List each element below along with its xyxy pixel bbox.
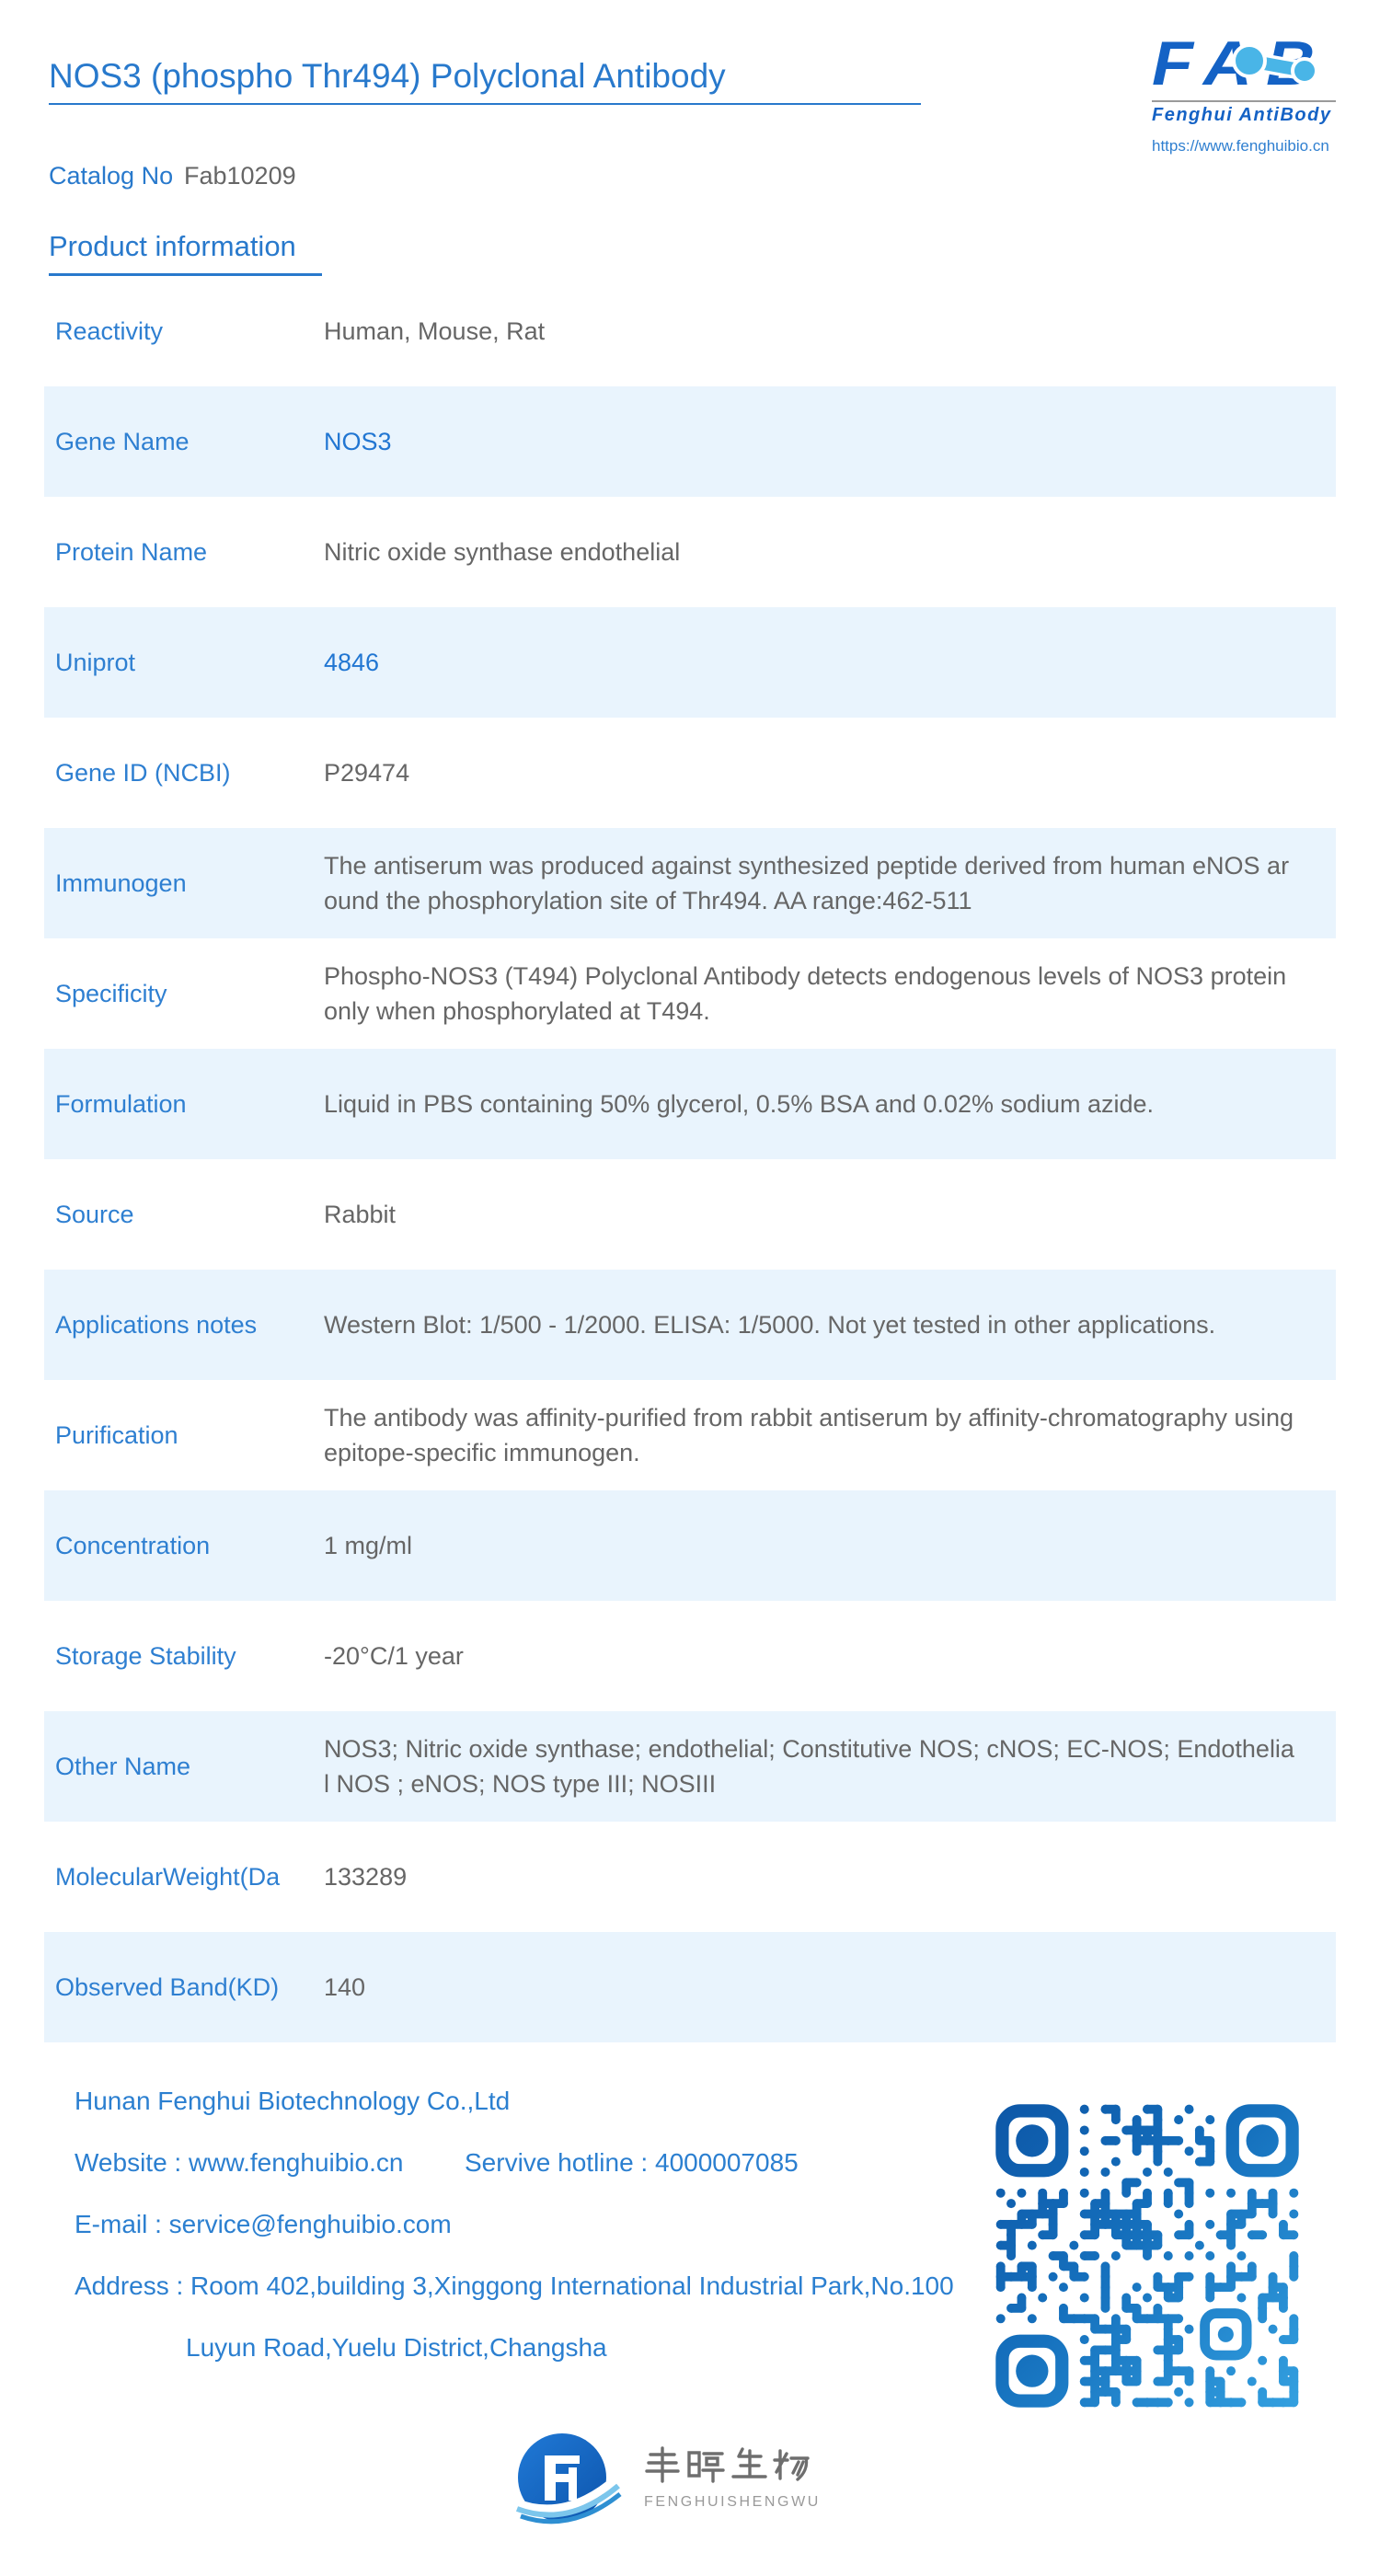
row-value: The antibody was affinity-purified from … [324, 1404, 1294, 1466]
molecule-icon [1232, 43, 1318, 85]
row-label: MolecularWeight(Da [55, 1862, 281, 1891]
row-value-link[interactable]: NOS3 [324, 428, 392, 455]
row-label: Storage Stability [55, 1641, 236, 1670]
row-value: P29474 [324, 759, 410, 787]
website-line: Website : www.fenghuibio.cn Servive hotl… [75, 2132, 995, 2193]
table-row: MolecularWeight(Da 133289 [44, 1822, 1336, 1932]
brand-subtitle: Fenghui AntiBody [1152, 105, 1332, 125]
table-row: Source Rabbit [44, 1159, 1336, 1270]
row-label: Gene ID (NCBI) [55, 758, 231, 787]
service-hotline: Servive hotline : 4000007085 [465, 2148, 799, 2177]
catalog-value: Fab10209 [184, 162, 296, 190]
address-line-1: Address : Room 402,building 3,Xinggong I… [75, 2271, 954, 2300]
product-table: Reactivity Human, Mouse, Rat Gene Name NOS3… [44, 276, 1336, 2042]
row-label: Formulation [55, 1089, 187, 1118]
row-label: Concentration [55, 1531, 211, 1559]
company-logo: FENGHUISHENGWU [515, 2431, 821, 2532]
row-label: Observed Band(KD) [55, 1972, 280, 2001]
row-value: 140 [324, 1973, 366, 2001]
row-value: NOS3; Nitric oxide synthase; endothelial… [324, 1735, 1294, 1798]
logo-cn-text [645, 2446, 810, 2483]
brand-divider [1152, 100, 1336, 102]
table-row: Gene ID (NCBI) P29474 [44, 718, 1336, 828]
brand-url-link[interactable]: https://www.fenghuibio.cn [1152, 137, 1329, 155]
catalog-label: Catalog No [49, 162, 174, 190]
table-row: Observed Band(KD) 140 [44, 1932, 1336, 2042]
row-label: Other Name [55, 1752, 191, 1780]
row-label: Protein Name [55, 537, 208, 566]
table-row: Formulation Liquid in PBS containing 50% … [44, 1049, 1336, 1159]
row-value: Human, Mouse, Rat [324, 317, 546, 345]
qr-code [995, 2104, 1299, 2408]
row-label: Reactivity [55, 316, 164, 345]
row-value: Nitric oxide synthase endothelial [324, 538, 681, 566]
email-link[interactable]: E-mail : service@fenghuibio.com [75, 2210, 452, 2238]
address-line-2: Luyun Road,Yuelu District,Changsha [186, 2333, 607, 2362]
page-title: NOS3 (phospho Thr494) Polyclonal Antibod… [49, 57, 726, 95]
row-value: Rabbit [324, 1201, 397, 1228]
logo-en-text: FENGHUISHENGWU [644, 2494, 821, 2510]
title-underline [49, 103, 921, 105]
logo-text-block: FENGHUISHENGWU [644, 2445, 821, 2511]
row-label: Purification [55, 1420, 178, 1449]
row-value-link[interactable]: 4846 [324, 649, 380, 676]
table-row: Protein Name Nitric oxide synthase endoth… [44, 497, 1336, 607]
row-value: Liquid in PBS containing 50% glycerol, 0… [324, 1090, 1155, 1118]
company-name: Hunan Fenghui Biotechnology Co.,Ltd [75, 2087, 511, 2115]
brand-logo: FAB Fenghui AntiBody https://www.fenghui… [1152, 29, 1343, 155]
table-row: Other Name NOS3; Nitric oxide synthase; e… [44, 1711, 1336, 1822]
table-row: Applications notes Western Blot: 1/500 - … [44, 1270, 1336, 1380]
row-label: Uniprot [55, 648, 136, 676]
footer: Hunan Fenghui Biotechnology Co.,Ltd Webs… [75, 2070, 995, 2378]
row-value: Phospho-NOS3 (T494) Polyclonal Antibody … [324, 962, 1287, 1025]
table-row: Storage Stability -20°C/1 year [44, 1601, 1336, 1711]
row-label: Source [55, 1200, 134, 1228]
row-value: Western Blot: 1/500 - 1/2000. ELISA: 1/5… [324, 1311, 1216, 1339]
table-row: Specificity Phospho-NOS3 (T494) Polyclona… [44, 938, 1336, 1049]
row-value: -20°C/1 year [324, 1642, 464, 1670]
table-row: Reactivity Human, Mouse, Rat [44, 276, 1336, 386]
row-label: Immunogen [55, 868, 187, 897]
row-label: Specificity [55, 979, 167, 1007]
row-value: 1 mg/ml [324, 1532, 413, 1559]
table-row: Purification The antibody was affinity-pu… [44, 1380, 1336, 1490]
website-link[interactable]: Website : www.fenghuibio.cn [75, 2148, 404, 2177]
table-row: Concentration 1 mg/ml [44, 1490, 1336, 1601]
table-row: Gene Name NOS3 [44, 386, 1336, 497]
fab-logo-icon: FAB [1152, 29, 1318, 98]
row-value: The antiserum was produced against synth… [324, 852, 1290, 914]
row-label: Gene Name [55, 427, 190, 455]
row-value: 133289 [324, 1863, 408, 1891]
section-underline [49, 273, 322, 276]
table-row: Uniprot 4846 [44, 607, 1336, 718]
section-title: Product information [49, 230, 296, 262]
row-label: Applications notes [55, 1310, 258, 1339]
table-row: Immunogen The antiserum was produced agai… [44, 828, 1336, 938]
logo-circle-icon [515, 2433, 622, 2524]
